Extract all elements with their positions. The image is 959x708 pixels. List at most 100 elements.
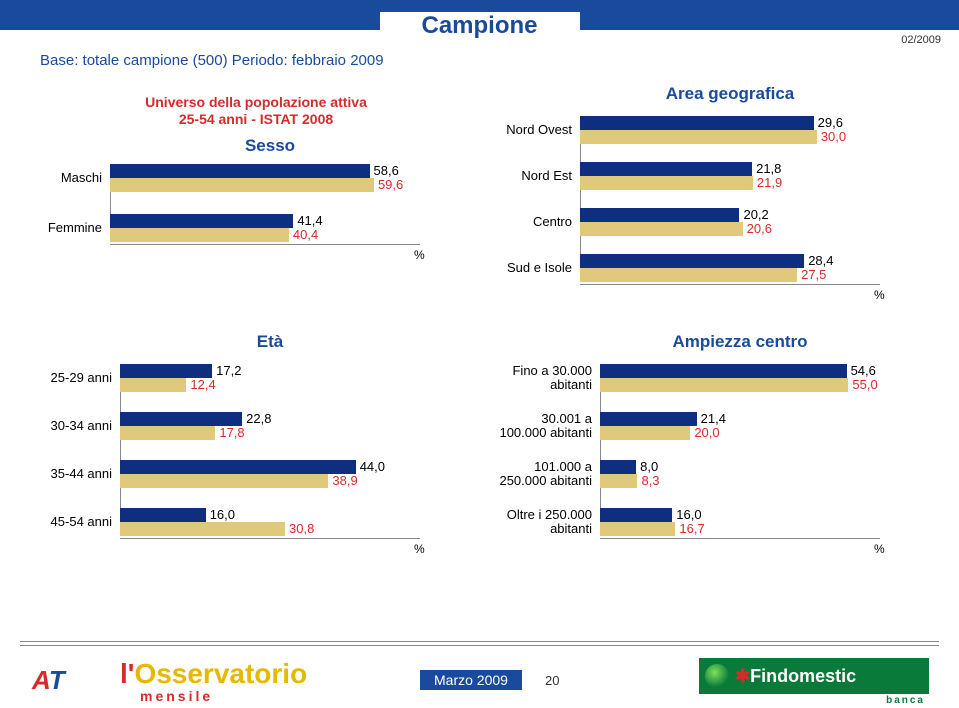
chart-row: Maschi 58,659,6 [40,164,460,192]
bar-primary [110,214,293,228]
value-secondary: 20,0 [694,425,719,440]
chart-row: 101.000 a250.000 abitanti 8,08,3 [490,460,930,488]
bar-secondary [120,378,186,392]
findomestic-star: ✱ [735,666,750,687]
footer: AT l'Osservatorio mensile Marzo 2009 20 … [0,644,959,708]
ampiezza-body: Fino a 30.000abitanti54,655,0 30.001 a100… [490,364,930,536]
value-primary: 41,4 [297,213,322,228]
osservatorio-l: l' [120,658,134,689]
bar-secondary [110,178,374,192]
findomestic-text: Findomestic [750,666,856,687]
value-primary: 22,8 [246,411,271,426]
eta-body: 25-29 anni17,212,430-34 anni22,817,835-4… [40,364,460,536]
page-title: Campione [380,12,580,40]
category-label: 45-54 anni [40,515,120,529]
value-primary: 20,2 [743,207,768,222]
percent-sign: % [414,542,425,556]
value-secondary: 12,4 [190,377,215,392]
bar-primary [110,164,370,178]
footer-divider-1 [20,641,939,642]
bar-secondary [120,522,285,536]
bar-secondary [110,228,289,242]
bar-secondary [580,222,743,236]
chart-area: Area geografica Nord Ovest29,630,0 Nord E… [500,84,920,300]
value-secondary: 38,9 [332,473,357,488]
bar-primary [120,364,212,378]
value-primary: 29,6 [818,115,843,130]
sesso-body: Maschi58,659,6Femmine41,440,4% [40,164,460,242]
date-tag: 02/2009 [901,34,941,46]
value-primary: 16,0 [210,507,235,522]
value-secondary: 55,0 [852,377,877,392]
osservatorio-text: Osservatorio [134,658,307,689]
bar-secondary [600,378,848,392]
percent-sign: % [874,288,885,302]
logo-t: T [49,665,65,695]
chart-row: 45-54 anni 16,0 30,8 [40,508,460,536]
category-label: 101.000 a250.000 abitanti [490,460,600,489]
bar-primary [600,508,672,522]
chart-row: Sud e Isole28,427,5 [500,254,920,282]
osservatorio-logo: l'Osservatorio [120,658,307,690]
value-primary: 8,0 [640,459,658,474]
chart-row: Femmine 41,440,4 [40,214,460,242]
value-secondary: 40,4 [293,227,318,242]
area-title: Area geografica [540,84,920,104]
value-secondary: 8,3 [641,473,659,488]
bar-secondary [600,426,690,440]
bar-secondary [580,130,817,144]
chart-row: Nord Est 21,821,9 [500,162,920,190]
bar-primary [120,460,356,474]
value-primary: 58,6 [374,163,399,178]
value-secondary: 21,9 [757,175,782,190]
logo-a: A [32,665,49,695]
category-label: Maschi [40,171,110,185]
chart-row: Fino a 30.000abitanti54,655,0 [490,364,930,392]
value-primary: 44,0 [360,459,385,474]
value-secondary: 30,8 [289,521,314,536]
bar-primary [120,508,206,522]
banca-text: banca [882,695,929,706]
bar-primary [580,162,752,176]
bar-secondary [580,268,797,282]
chart-row: Oltre i 250.000abitanti16,016,7 [490,508,930,536]
category-label: Oltre i 250.000abitanti [490,508,600,537]
bar-primary [600,412,697,426]
value-secondary: 59,6 [378,177,403,192]
bar-secondary [600,474,637,488]
area-body: Nord Ovest29,630,0 Nord Est 21,821,9 Centro… [500,116,920,282]
chart-row: 35-44 anni44,038,9 [40,460,460,488]
category-label: Femmine [40,221,110,235]
bar-secondary [600,522,675,536]
bar-primary [580,254,804,268]
chart-row: 30.001 a100.000 abitanti21,420,0 [490,412,930,440]
bar-primary [580,116,814,130]
chart-row: Nord Ovest29,630,0 [500,116,920,144]
ampiezza-title: Ampiezza centro [550,332,930,352]
category-label: Nord Est [500,169,580,183]
category-label: 30-34 anni [40,419,120,433]
category-label: Sud e Isole [500,261,580,275]
value-secondary: 30,0 [821,129,846,144]
category-label: 25-29 anni [40,371,120,385]
category-label: 30.001 a100.000 abitanti [490,412,600,441]
bar-secondary [120,474,328,488]
chart-eta: Età 25-29 anni17,212,430-34 anni22,817,8… [40,332,460,556]
eta-title: Età [80,332,460,352]
bar-secondary [120,426,215,440]
sesso-title: Sesso [80,136,460,156]
chart-row: Centro 20,220,6 [500,208,920,236]
bar-primary [600,460,636,474]
bar-primary [580,208,739,222]
category-label: Centro [500,215,580,229]
value-secondary: 27,5 [801,267,826,282]
mensile-text: mensile [140,688,213,704]
value-primary: 17,2 [216,363,241,378]
bar-secondary [580,176,753,190]
bar-primary [600,364,847,378]
bar-primary [120,412,242,426]
value-primary: 21,8 [756,161,781,176]
value-secondary: 20,6 [747,221,772,236]
percent-sign: % [414,248,425,262]
chart-row: 25-29 anni 17,212,4 [40,364,460,392]
